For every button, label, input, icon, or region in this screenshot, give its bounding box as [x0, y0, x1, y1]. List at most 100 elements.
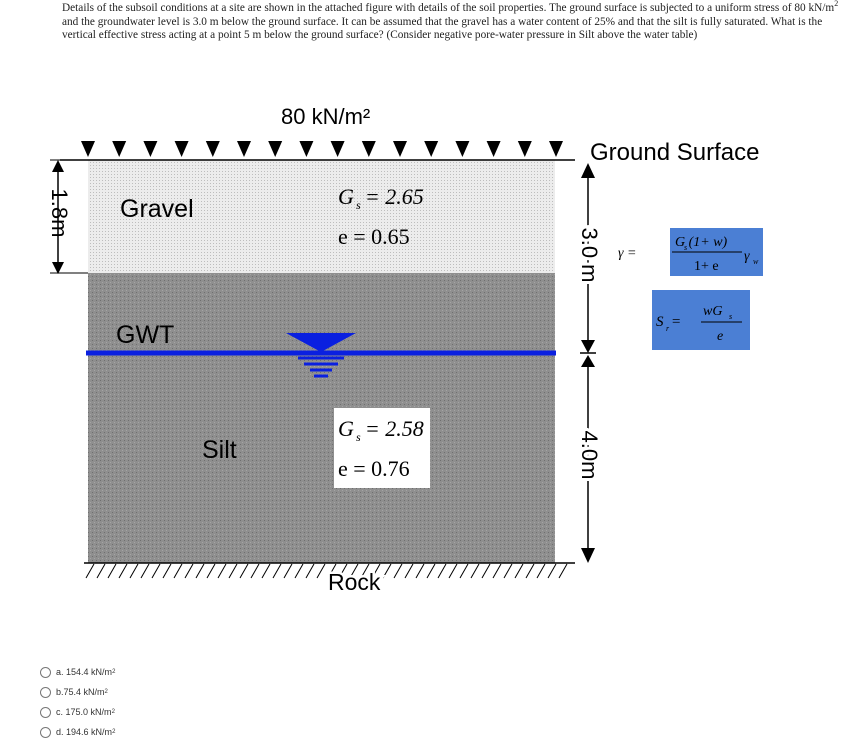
dimension-bottom-label: 4.0m — [577, 431, 602, 480]
silt-properties-box — [334, 408, 430, 488]
answer-d-value: 194.6 kN/m — [66, 727, 113, 737]
rock-hatch-line — [206, 563, 216, 579]
rock-hatch-line — [481, 563, 491, 579]
question-part1: Details of the subsoil conditions at a s… — [62, 2, 835, 14]
rock-hatch-line — [382, 563, 392, 579]
load-arrow — [299, 141, 314, 157]
answer-option-a[interactable]: a. 154.4 kN/m 2 — [40, 662, 115, 682]
rock-hatch-line — [96, 563, 106, 579]
answer-options: a. 154.4 kN/m 2 b. 75.4 kN/m 2 c. 175.0 kN/… — [40, 662, 115, 742]
rock-hatch-line — [404, 563, 414, 579]
rock-hatch-line — [239, 563, 249, 579]
formula-sr-numerator: wG — [703, 304, 722, 319]
saturation-formula: S = r wG s e — [652, 290, 750, 350]
answer-option-c[interactable]: c. 175.0 kN/m 2 — [40, 702, 115, 722]
answer-option-d[interactable]: d. 194.6 kN/m 2 — [40, 722, 115, 742]
dimension-top-label: 3.0 m — [577, 227, 602, 282]
answer-b-sup: 2 — [104, 689, 108, 695]
load-arrow — [143, 141, 158, 157]
radio-b[interactable] — [40, 686, 51, 698]
silt-gs-subscript: s — [356, 430, 361, 444]
formula-gamma-lhs: γ = — [618, 246, 636, 261]
unit-weight-formula: γ = G (1+ w) s 1+ e γ w — [618, 228, 763, 276]
gravel-e-label: e = 0.65 — [338, 224, 410, 249]
formula-gamma-rhs-sub: w — [753, 257, 759, 266]
silt-label: Silt — [202, 436, 237, 464]
answer-d-sup: 2 — [112, 729, 116, 735]
dimension-left-label: 1.8m — [47, 189, 72, 238]
answer-option-b[interactable]: b. 75.4 kN/m 2 — [40, 682, 115, 702]
formula-gamma-numerator: G (1+ w) — [675, 235, 728, 250]
rock-hatch-line — [195, 563, 205, 579]
rock-hatch-line — [140, 563, 150, 579]
rock-hatch-line — [525, 563, 535, 579]
load-arrow — [237, 141, 251, 157]
load-arrow — [174, 141, 189, 157]
gravel-label: Gravel — [120, 195, 194, 223]
load-arrow — [268, 141, 283, 157]
rock-hatch-line — [547, 563, 557, 579]
rock-hatch-line — [349, 563, 359, 579]
radio-c[interactable] — [40, 706, 51, 718]
load-arrow — [81, 141, 95, 157]
rock-hatch-line — [305, 563, 315, 579]
rock-hatch-line — [536, 563, 546, 579]
rock-hatching — [85, 563, 568, 579]
formula-sr-num-sub: s — [729, 312, 732, 321]
load-arrow — [549, 141, 563, 157]
surcharge-load-arrows — [81, 141, 563, 157]
rock-hatch-line — [129, 563, 139, 579]
load-arrow — [517, 141, 532, 157]
rock-hatch-line — [338, 563, 348, 579]
formula-gamma-num-sub: s — [684, 243, 687, 252]
water-level-symbol — [286, 333, 356, 378]
gravel-gs-label: G = 2.65 — [338, 184, 424, 209]
rock-hatch-line — [360, 563, 370, 579]
rock-hatch-line — [250, 563, 260, 579]
load-arrow — [486, 141, 501, 157]
gravel-layer — [88, 160, 555, 273]
question-part2: and the groundwater level is 3.0 m below… — [62, 15, 823, 42]
rock-hatch-line — [470, 563, 480, 579]
answer-a-value: 154.4 kN/m — [66, 667, 113, 677]
question-sup: 2 — [834, 0, 839, 9]
load-arrow — [424, 141, 439, 157]
rock-hatch-line — [283, 563, 293, 579]
rock-hatch-line — [162, 563, 172, 579]
load-arrow — [393, 141, 407, 157]
rock-hatch-line — [448, 563, 458, 579]
rock-hatch-line — [294, 563, 304, 579]
rock-hatch-line — [426, 563, 436, 579]
load-arrow — [330, 141, 345, 157]
rock-hatch-line — [173, 563, 183, 579]
formula-sr-lhs-sub: r — [666, 324, 670, 333]
load-arrow — [112, 141, 127, 157]
answer-a-letter: a. — [56, 667, 64, 677]
silt-e-label: e = 0.76 — [338, 456, 410, 481]
dimension-left: 1.8m — [47, 159, 88, 274]
answer-b-letter: b. — [56, 687, 64, 697]
rock-label: Rock — [328, 569, 381, 595]
answer-c-letter: c. — [56, 707, 64, 717]
rock-hatch-line — [327, 563, 337, 579]
answer-b-value: 75.4 kN/m — [63, 687, 105, 697]
gwt-label: GWT — [116, 321, 174, 349]
surcharge-label: 80 kN/m² — [281, 104, 370, 129]
ground-surface-label: Ground Surface — [590, 139, 759, 166]
load-arrow — [361, 141, 376, 157]
load-arrow — [455, 141, 470, 157]
rock-hatch-line — [558, 563, 568, 579]
rock-hatch-line — [118, 563, 128, 579]
formula-sr-denominator: e — [717, 329, 723, 344]
formula-gamma-denominator: 1+ e — [694, 259, 719, 274]
radio-a[interactable] — [40, 666, 51, 678]
silt-layer — [88, 273, 555, 563]
question-text: Details of the subsoil conditions at a s… — [62, 0, 844, 43]
answer-c-sup: 2 — [111, 709, 115, 715]
rock-hatch-line — [437, 563, 447, 579]
rock-hatch-line — [371, 563, 381, 579]
rock-hatch-line — [459, 563, 469, 579]
radio-d[interactable] — [40, 726, 51, 738]
answer-d-letter: d. — [56, 727, 64, 737]
